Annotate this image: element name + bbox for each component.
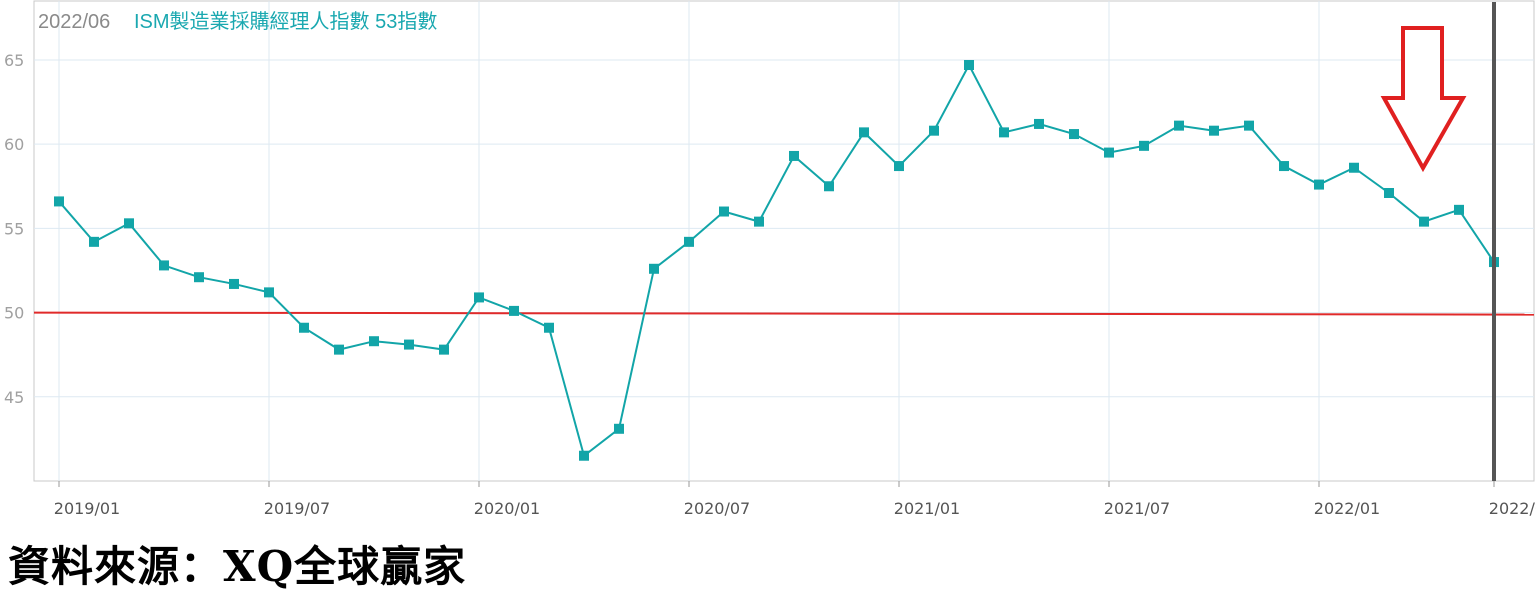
x-tick-label: 2022/01 — [1314, 499, 1380, 518]
data-point[interactable] — [439, 344, 449, 355]
data-point[interactable] — [579, 450, 589, 461]
data-point[interactable] — [1279, 161, 1289, 172]
data-point[interactable] — [754, 216, 764, 227]
data-point[interactable] — [509, 305, 519, 316]
data-point[interactable] — [929, 125, 939, 136]
data-point[interactable] — [89, 236, 99, 247]
series-line — [58, 62, 1495, 458]
header-series-label: ISM製造業採購經理人指數 53指數 — [134, 10, 437, 33]
data-point[interactable] — [649, 263, 659, 274]
data-point[interactable] — [1349, 162, 1359, 173]
y-tick-label: 45 — [4, 388, 24, 407]
x-tick-label: 2021/07 — [1104, 499, 1170, 518]
data-point[interactable] — [194, 272, 204, 283]
data-point[interactable] — [124, 218, 134, 229]
y-tick-label: 65 — [4, 51, 24, 70]
y-tick-label: 50 — [4, 304, 24, 323]
data-point[interactable] — [474, 292, 484, 303]
threshold-50-line — [33, 311, 1535, 316]
plot-frame — [33, 0, 1535, 482]
down-arrow-icon — [1380, 26, 1467, 173]
data-point[interactable] — [894, 161, 904, 172]
data-point[interactable] — [544, 322, 554, 333]
data-point[interactable] — [964, 60, 974, 70]
data-point[interactable] — [404, 339, 414, 350]
data-point[interactable] — [999, 127, 1009, 138]
series-points — [54, 60, 1499, 461]
data-point[interactable] — [1104, 147, 1114, 158]
data-point[interactable] — [54, 196, 64, 207]
x-tick-label: 2022/06 — [1489, 499, 1536, 518]
data-point[interactable] — [1419, 216, 1429, 227]
data-point[interactable] — [1454, 204, 1464, 215]
data-point[interactable] — [334, 344, 344, 355]
y-tick-label: 55 — [4, 219, 24, 238]
data-point[interactable] — [1174, 120, 1184, 131]
data-point[interactable] — [719, 206, 729, 217]
source-note: 資料來源：XQ全球贏家 — [8, 542, 467, 591]
data-point[interactable] — [229, 278, 239, 289]
data-point[interactable] — [1069, 129, 1079, 140]
data-point[interactable] — [1244, 120, 1254, 131]
y-tick-label: 60 — [4, 135, 24, 154]
data-point[interactable] — [1139, 140, 1149, 151]
header-date: 2022/06 — [38, 11, 110, 33]
x-tick-label: 2020/07 — [684, 499, 750, 518]
data-point[interactable] — [684, 236, 694, 247]
data-point[interactable] — [1209, 125, 1219, 136]
y-axis-ticks: 45 50 55 60 65 — [4, 51, 24, 407]
x-tick-label: 2021/01 — [894, 499, 960, 518]
x-axis-ticks: 2019/01 2019/07 2020/01 2020/07 2021/01 2021/… — [54, 481, 1536, 518]
data-point[interactable] — [1314, 179, 1324, 190]
data-point[interactable] — [369, 336, 379, 347]
data-point[interactable] — [1384, 188, 1394, 198]
x-tick-label: 2019/07 — [264, 499, 330, 518]
data-point[interactable] — [299, 322, 309, 333]
x-tick-label: 2019/01 — [54, 499, 120, 518]
data-point[interactable] — [614, 423, 624, 434]
data-point[interactable] — [824, 181, 834, 192]
data-point[interactable] — [264, 287, 274, 298]
x-tick-label: 2020/01 — [474, 499, 540, 518]
data-point[interactable] — [159, 260, 169, 271]
data-point[interactable] — [789, 150, 799, 161]
data-point[interactable] — [859, 127, 869, 138]
data-point[interactable] — [1034, 118, 1044, 129]
